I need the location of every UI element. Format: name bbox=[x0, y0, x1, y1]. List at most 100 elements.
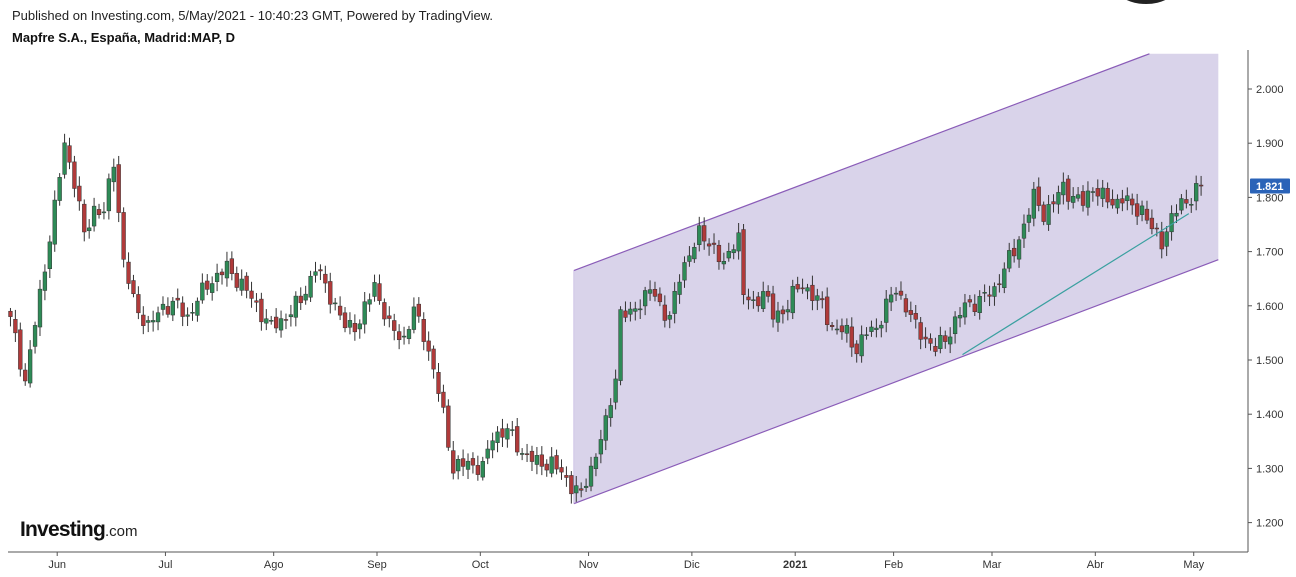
candle bbox=[918, 316, 923, 350]
candle-body bbox=[687, 255, 692, 262]
candle bbox=[515, 418, 520, 456]
candle bbox=[8, 307, 13, 327]
candle-body bbox=[667, 315, 672, 320]
candle bbox=[77, 176, 82, 211]
candle-body bbox=[195, 300, 200, 316]
candle-body bbox=[1080, 191, 1086, 206]
candle-body bbox=[18, 329, 23, 370]
candle bbox=[155, 306, 161, 331]
candle bbox=[175, 288, 180, 309]
candle-body bbox=[579, 488, 584, 491]
candle-body bbox=[515, 426, 520, 453]
candle bbox=[387, 306, 392, 328]
support-trendline bbox=[962, 213, 1190, 356]
candle-body bbox=[884, 298, 889, 323]
candle bbox=[613, 369, 618, 410]
candle-body bbox=[165, 306, 171, 315]
candle-body bbox=[829, 325, 835, 327]
candle bbox=[1090, 187, 1096, 202]
candle bbox=[406, 325, 412, 345]
candle bbox=[264, 309, 269, 331]
candle-body bbox=[224, 260, 230, 279]
candle-body bbox=[1169, 213, 1174, 233]
candle bbox=[770, 285, 776, 328]
candle-body bbox=[96, 209, 102, 215]
candle bbox=[938, 326, 943, 354]
channel-lower-line bbox=[573, 259, 1219, 505]
candle-body bbox=[672, 291, 677, 314]
candle-body bbox=[141, 314, 146, 326]
candle bbox=[1080, 185, 1086, 212]
candle bbox=[27, 340, 33, 388]
candle bbox=[1071, 187, 1076, 209]
candle bbox=[583, 478, 589, 492]
candle-body bbox=[446, 405, 451, 448]
candle bbox=[146, 315, 151, 333]
candle bbox=[244, 272, 249, 299]
candle bbox=[342, 307, 348, 333]
candle bbox=[352, 314, 358, 341]
candle bbox=[111, 158, 116, 192]
current-price-bg bbox=[1250, 178, 1290, 194]
candle-body bbox=[47, 241, 52, 269]
candle-body bbox=[244, 275, 249, 291]
candle-body bbox=[1066, 178, 1071, 202]
candle-body bbox=[923, 336, 928, 340]
candle-body bbox=[278, 318, 284, 331]
candle-body bbox=[775, 310, 781, 323]
candle-body bbox=[702, 225, 707, 242]
candle-body bbox=[485, 448, 490, 459]
candle-body bbox=[175, 297, 180, 301]
candle-body bbox=[111, 166, 116, 183]
candle-body bbox=[957, 315, 963, 319]
candle-body bbox=[825, 296, 830, 325]
candle bbox=[411, 297, 417, 334]
candle bbox=[1139, 200, 1145, 222]
candle bbox=[195, 297, 200, 322]
candle bbox=[1134, 193, 1140, 225]
candle bbox=[269, 315, 274, 325]
candle-body bbox=[785, 309, 790, 313]
candle bbox=[893, 287, 899, 302]
candle-body bbox=[1110, 198, 1115, 206]
candle bbox=[751, 290, 756, 309]
candle bbox=[623, 301, 628, 323]
y-tick-label: 1.800 bbox=[1256, 192, 1284, 204]
candle-body bbox=[13, 319, 18, 334]
candle bbox=[318, 264, 323, 281]
candle-body bbox=[205, 280, 210, 290]
candle bbox=[377, 274, 382, 305]
candle bbox=[746, 288, 751, 310]
candle-body bbox=[736, 232, 741, 252]
candle bbox=[952, 311, 958, 344]
candle bbox=[815, 288, 820, 311]
candle bbox=[642, 286, 648, 316]
candle bbox=[879, 320, 884, 338]
candle-body bbox=[524, 453, 530, 455]
candle bbox=[278, 310, 284, 338]
candle bbox=[160, 296, 166, 316]
candle bbox=[1041, 201, 1046, 226]
candle bbox=[834, 319, 840, 335]
candle-body bbox=[1100, 187, 1105, 199]
candle-body bbox=[131, 280, 136, 295]
y-tick-label: 1.600 bbox=[1256, 301, 1284, 313]
candle bbox=[47, 235, 52, 278]
candle bbox=[569, 471, 574, 504]
candle-body bbox=[529, 450, 535, 462]
candle-body bbox=[1026, 214, 1032, 223]
candle-body bbox=[401, 335, 407, 338]
candle-body bbox=[190, 312, 195, 314]
candle bbox=[87, 219, 92, 239]
top-decoration bbox=[1116, 0, 1176, 4]
candle-body bbox=[1179, 198, 1184, 211]
candle bbox=[697, 216, 702, 252]
candle-body bbox=[652, 289, 658, 297]
candle-body bbox=[815, 295, 820, 301]
x-tick-label: Ago bbox=[264, 559, 284, 571]
candle bbox=[800, 278, 805, 294]
candle-body bbox=[465, 460, 471, 470]
candle-body bbox=[254, 300, 259, 303]
candle-body bbox=[1105, 188, 1110, 203]
